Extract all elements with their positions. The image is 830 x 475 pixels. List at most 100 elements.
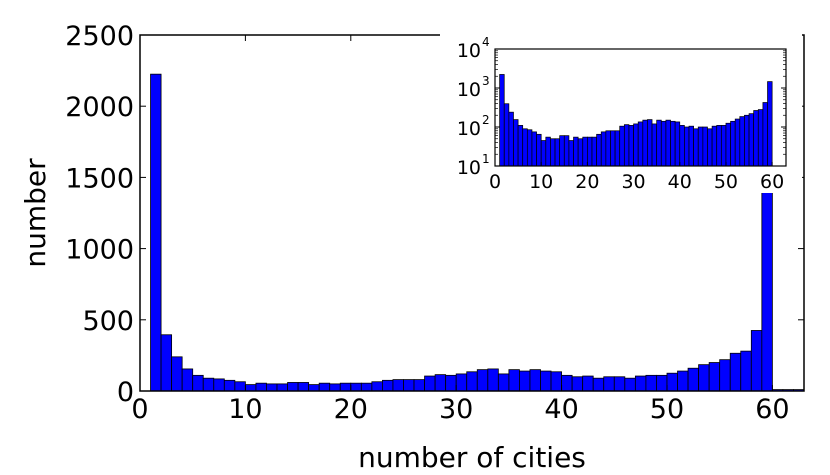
main-bar [540, 370, 552, 392]
main-bar [213, 378, 225, 392]
inset-y-tick-exponent: 2 [482, 113, 490, 127]
inset-bar [702, 126, 708, 167]
inset-y-tick-exponent: 3 [482, 74, 490, 88]
inset-bar [596, 133, 602, 167]
inset-bar [647, 119, 653, 167]
inset-y-tick-label: 10 [457, 118, 481, 140]
main-bar [192, 374, 204, 392]
main-bar [476, 369, 489, 392]
inset-bar [536, 133, 542, 167]
main-bar [339, 382, 352, 392]
inset-bar [582, 136, 588, 167]
main-bar [234, 381, 246, 392]
main-bar [455, 373, 468, 392]
main-bar [382, 379, 394, 392]
main-x-tick-label: 10 [228, 394, 262, 425]
main-bar [529, 369, 541, 392]
inset-bar [540, 140, 547, 167]
inset-bar [531, 131, 537, 167]
main-bar [677, 370, 689, 392]
inset-x-tick-label: 0 [489, 171, 501, 193]
main-bar [550, 371, 562, 392]
main-bars [150, 73, 805, 392]
main-bar [223, 379, 236, 392]
inset-bar [508, 111, 514, 167]
main-bar [424, 375, 436, 392]
main-x-tick-label: 50 [650, 394, 684, 425]
main-bar [160, 334, 173, 392]
main-bar [687, 367, 700, 392]
main-x-tick-label: 30 [439, 394, 473, 425]
main-x-tick-label: 0 [131, 394, 148, 425]
main-bar [571, 376, 584, 392]
main-bar [403, 379, 415, 392]
main-x-tick-label: 20 [334, 394, 368, 425]
main-bar [287, 382, 299, 392]
inset-bar [707, 128, 713, 167]
inset-bar [522, 128, 528, 167]
inset-x-tick-label: 10 [529, 171, 553, 193]
main-bar [561, 374, 573, 392]
inset-bar [730, 120, 736, 167]
main-bar [624, 377, 636, 392]
inset-bar [762, 102, 768, 167]
inset-bar [573, 136, 579, 167]
main-x-tick-label: 60 [755, 394, 789, 425]
inset-bar [711, 125, 718, 167]
main-bar [392, 379, 404, 392]
inset-bar [720, 125, 727, 167]
inset-bar [577, 138, 584, 167]
inset-bar [526, 129, 533, 167]
main-x-axis-label: number of cities [358, 441, 586, 474]
main-x-tick-label: 40 [544, 394, 578, 425]
inset-y-tick-label: 10 [457, 40, 481, 62]
inset-y-tick-label: 10 [457, 157, 481, 179]
main-bar [244, 384, 257, 392]
inset-bar [637, 121, 644, 167]
inset-bar [734, 118, 741, 167]
inset-bar [554, 138, 561, 167]
main-y-tick-label: 1500 [65, 163, 134, 194]
inset-bar [619, 125, 625, 167]
inset-bar [563, 135, 570, 167]
inset-bar [600, 131, 607, 167]
main-bar [592, 377, 605, 392]
inset-x-tick-label: 60 [760, 171, 784, 193]
inset-bar [748, 113, 755, 167]
main-bar [350, 382, 362, 392]
inset-bar [665, 119, 671, 167]
inset-bar [517, 125, 524, 167]
main-bar [740, 350, 752, 392]
inset-bar [767, 81, 773, 167]
inset-bar [513, 119, 519, 167]
inset-bar [550, 138, 556, 167]
main-bar [603, 376, 615, 392]
inset-bar [674, 121, 681, 167]
inset-bar [623, 124, 630, 167]
inset-bar [725, 122, 731, 167]
inset-bar [693, 128, 699, 167]
main-bar [519, 370, 531, 392]
main-bar [487, 368, 499, 392]
inset-bar [656, 119, 662, 167]
inset-background [440, 33, 802, 193]
main-bar [266, 383, 278, 392]
main-bar [719, 359, 731, 392]
inset-bar [499, 74, 505, 167]
main-y-axis-label: number [19, 158, 52, 268]
inset-bar [651, 123, 658, 167]
main-bar [666, 372, 678, 392]
main-bar [297, 382, 310, 392]
main-y-tick-label: 500 [82, 306, 134, 337]
inset-bar [610, 130, 616, 167]
main-bar [434, 374, 447, 392]
main-bar [656, 374, 668, 392]
inset-bar [670, 120, 676, 167]
main-bar [445, 374, 457, 392]
main-y-tick-label: 2500 [65, 21, 134, 52]
main-bar [729, 352, 742, 392]
inset-x-tick-label: 30 [621, 171, 645, 193]
inset-bar [753, 110, 759, 167]
main-y-tick-label: 1000 [65, 235, 134, 266]
